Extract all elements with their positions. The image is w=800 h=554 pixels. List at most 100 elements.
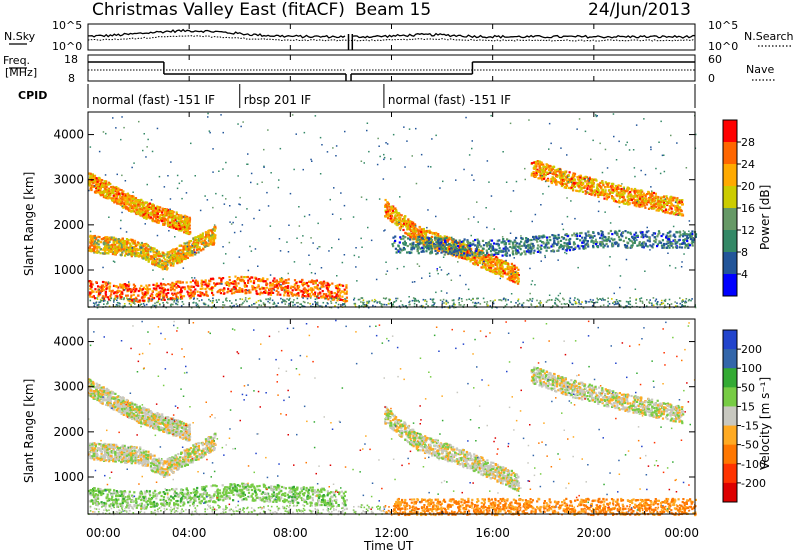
data-cell [94, 288, 97, 291]
data-cell [336, 299, 339, 302]
data-cell [496, 257, 499, 260]
data-cell [613, 187, 616, 190]
data-cell [273, 277, 276, 280]
data-cell [173, 256, 176, 259]
data-cell [402, 222, 405, 225]
data-cell [192, 241, 195, 244]
data-cell [506, 265, 509, 268]
data-cell [112, 190, 115, 193]
data-cell [617, 184, 620, 187]
data-cell [188, 287, 191, 290]
data-cell [171, 218, 174, 221]
data-cell [100, 181, 103, 184]
data-cell [482, 244, 486, 247]
data-cell [454, 242, 457, 245]
data-cell [394, 210, 397, 214]
data-cell [592, 246, 595, 249]
data-cell [105, 241, 108, 244]
data-cell [114, 245, 117, 248]
data-cell [535, 165, 538, 168]
data-cell [327, 298, 330, 301]
data-cell [387, 204, 390, 207]
data-cell [169, 264, 172, 267]
data-cell [460, 250, 463, 253]
data-cell [103, 247, 106, 251]
data-cell [431, 235, 434, 238]
data-cell [301, 278, 304, 282]
data-cell [141, 293, 144, 296]
data-cell [444, 248, 447, 251]
data-cell [675, 210, 678, 213]
data-cell [664, 203, 668, 206]
data-cell [340, 290, 344, 293]
data-cell [330, 292, 333, 295]
data-cell [156, 212, 159, 215]
data-cell [605, 242, 608, 245]
data-cell [487, 268, 491, 271]
data-cell [542, 166, 545, 169]
date-label: 24/Jun/2013 [588, 0, 691, 20]
data-cell [657, 200, 660, 203]
data-cell [93, 297, 97, 300]
data-cell [129, 206, 132, 209]
data-cell [161, 265, 164, 268]
data-cell [643, 204, 646, 207]
data-cell [314, 291, 317, 294]
data-cell [92, 180, 95, 183]
data-cell [241, 288, 244, 291]
data-cell [212, 242, 215, 245]
data-cell [454, 252, 457, 255]
power-data-layer [88, 112, 698, 309]
data-cell [180, 214, 183, 217]
data-cell [186, 248, 189, 251]
data-cell [446, 238, 449, 241]
data-cell [233, 291, 236, 295]
data-cell [92, 235, 95, 238]
data-cell [169, 283, 172, 286]
data-cell [384, 198, 387, 202]
data-cell [512, 274, 515, 278]
data-cell [99, 252, 102, 255]
data-cell [207, 284, 210, 287]
data-cell [251, 285, 254, 288]
data-cell [614, 230, 617, 233]
data-cell [480, 249, 483, 252]
data-cell [406, 223, 409, 226]
data-cell [534, 160, 538, 164]
data-cell [149, 247, 152, 250]
data-cell [395, 212, 398, 215]
data-cell [641, 195, 644, 198]
freq-panel: Freq. [MHz] 18 8 60 0 Nave [3, 53, 775, 85]
data-cell [126, 241, 129, 245]
data-cell [183, 245, 186, 248]
data-cell [109, 250, 112, 253]
data-cell [188, 241, 191, 244]
data-cell [452, 248, 455, 251]
data-cell [178, 285, 181, 288]
data-cell [443, 250, 446, 253]
data-cell [571, 234, 574, 237]
data-cell [212, 293, 215, 297]
data-cell [669, 201, 672, 204]
data-cell [117, 188, 120, 191]
data-cell [655, 195, 658, 198]
data-cell [244, 289, 247, 292]
data-cell [600, 193, 603, 197]
data-cell [145, 205, 148, 209]
data-cell [181, 286, 184, 289]
data-cell [578, 234, 581, 237]
data-cell [558, 173, 561, 176]
data-cell [99, 185, 102, 188]
data-cell [105, 287, 108, 290]
data-cell [301, 283, 304, 286]
data-cell [574, 246, 577, 249]
data-cell [194, 288, 197, 291]
data-cell [194, 281, 197, 284]
data-cell [109, 194, 112, 197]
data-cell [601, 180, 604, 183]
data-cell [255, 289, 258, 293]
data-cell [410, 229, 413, 232]
data-cell [590, 240, 593, 243]
data-cell [291, 289, 294, 292]
data-cell [117, 286, 120, 289]
